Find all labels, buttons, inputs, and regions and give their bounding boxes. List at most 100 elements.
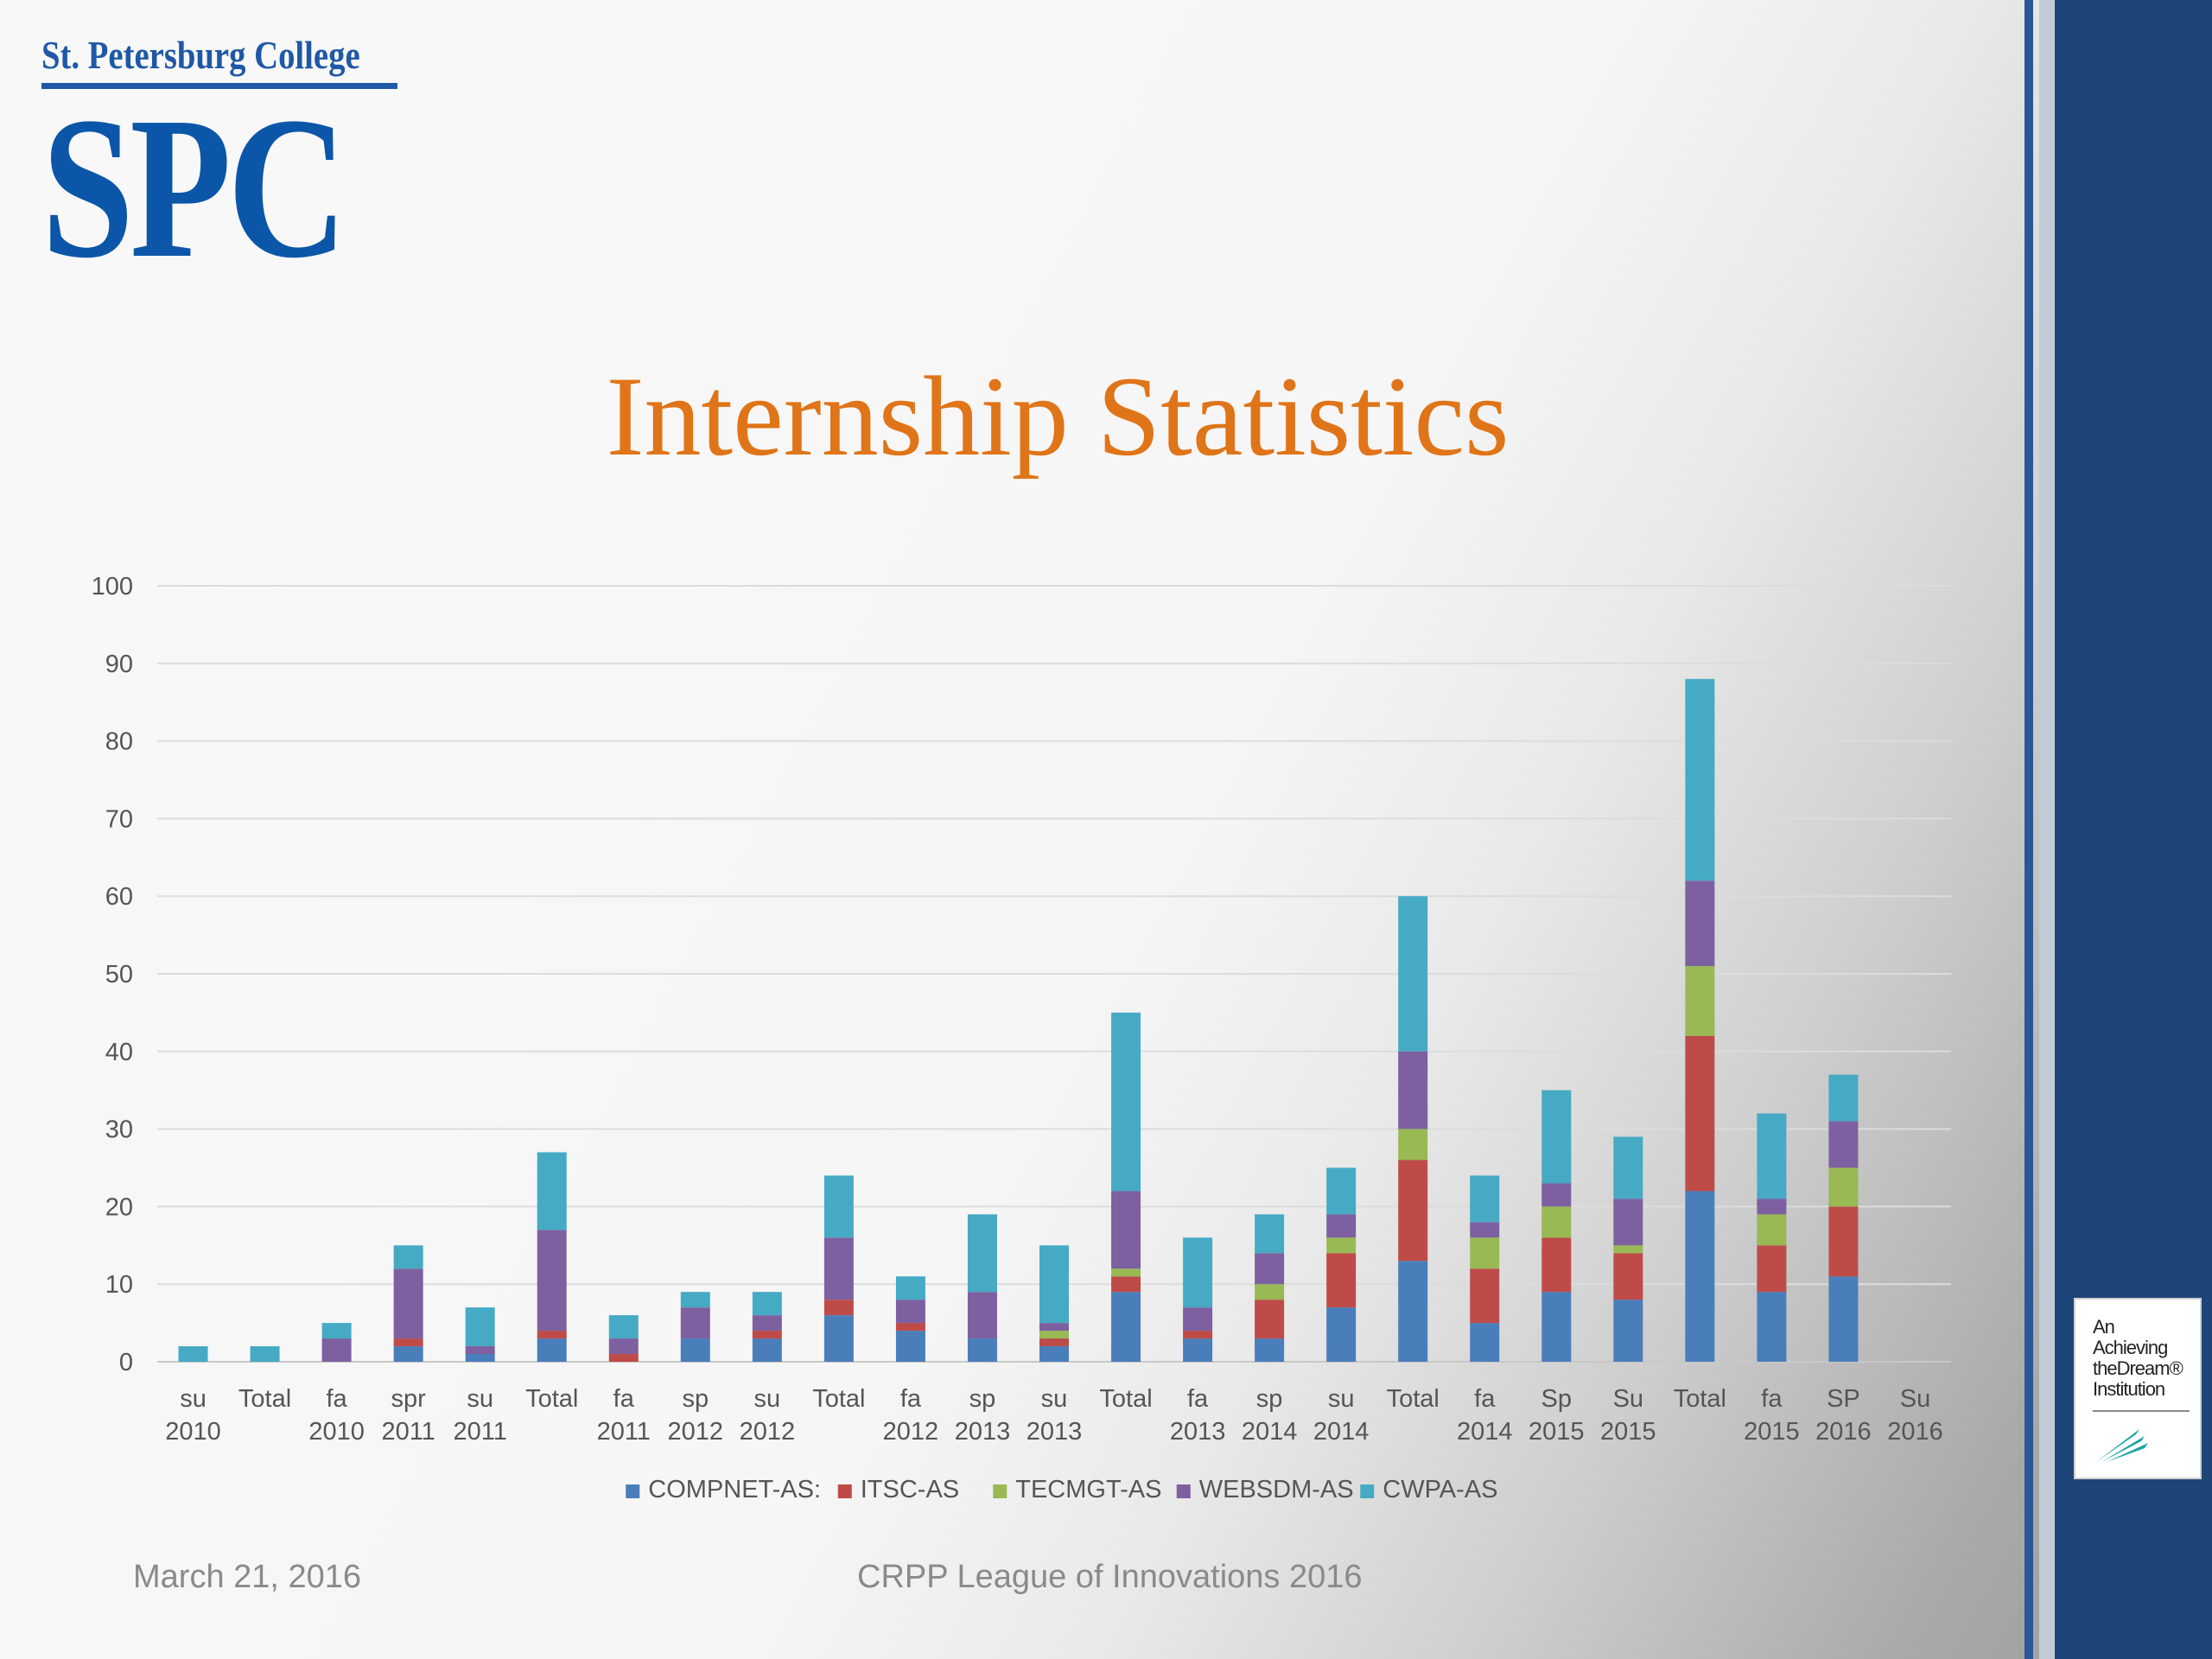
x-tick-label: 2011 — [597, 1418, 651, 1446]
bar-segment — [1541, 1206, 1572, 1238]
footer-event: CRPP League of Innovations 2016 — [857, 1559, 1363, 1595]
bar-segment — [1398, 1128, 1428, 1160]
bar-segment — [823, 1315, 854, 1362]
x-tick-label: SP — [1827, 1385, 1860, 1413]
x-tick-label: su — [180, 1385, 207, 1413]
x-tick-label: Total — [238, 1385, 291, 1413]
legend-swatch — [993, 1484, 1007, 1498]
y-tick-label: 100 — [92, 573, 133, 601]
x-tick-label: fa — [613, 1385, 635, 1413]
bar-segment — [823, 1237, 854, 1300]
bar-segment — [1470, 1175, 1500, 1223]
legend-swatch — [837, 1484, 852, 1498]
bar-segment — [1757, 1214, 1787, 1246]
bar-segment — [752, 1338, 782, 1362]
bar-segment — [1326, 1237, 1357, 1254]
x-tick-label: Total — [1674, 1385, 1726, 1413]
achieving-the-dream-badge: An Achieving theDream® Institution — [2074, 1298, 2202, 1479]
x-tick-label: 2016 — [1815, 1418, 1872, 1446]
bar-segment — [1111, 1012, 1141, 1192]
bar-segment — [1828, 1121, 1859, 1168]
bar-segment — [823, 1300, 854, 1316]
bar-segment — [321, 1323, 352, 1339]
x-tick-label: Sp — [1541, 1385, 1572, 1413]
legend-label: ITSC-AS — [861, 1476, 959, 1503]
bar-segment — [1039, 1331, 1069, 1339]
bar-segment — [1685, 678, 1715, 881]
logo-rule — [41, 83, 397, 89]
x-tick-label: 2010 — [308, 1418, 365, 1446]
y-tick-label: 60 — [105, 883, 133, 911]
right-accent-line — [2024, 0, 2033, 1659]
x-tick-label: 2012 — [883, 1418, 939, 1446]
bar-segment — [1398, 896, 1428, 1052]
bar-segment — [1398, 1261, 1428, 1362]
bar-segment — [393, 1245, 423, 1269]
bar-segment — [1326, 1307, 1357, 1362]
y-tick-label: 30 — [105, 1116, 133, 1144]
bar-segment — [680, 1292, 710, 1308]
bar-segment — [1685, 1035, 1715, 1192]
legend-label: CWPA-AS — [1382, 1476, 1497, 1503]
bar-segment — [823, 1175, 854, 1238]
bar-segment — [1326, 1167, 1357, 1215]
bar-segment — [1685, 966, 1715, 1036]
bar-segment — [1541, 1090, 1572, 1184]
x-tick-label: 2013 — [955, 1418, 1011, 1446]
bar-segment — [680, 1307, 710, 1339]
bar-segment — [1039, 1323, 1069, 1332]
bar-segment — [1398, 1160, 1428, 1262]
bar-segment — [1828, 1276, 1859, 1362]
badge-line: Institution — [2093, 1378, 2165, 1400]
x-tick-label: 2010 — [165, 1418, 221, 1446]
x-tick-label: Total — [1099, 1385, 1152, 1413]
legend-label: TECMGT-AS — [1015, 1476, 1161, 1503]
x-tick-label: Total — [525, 1385, 578, 1413]
bar-segment — [1613, 1136, 1643, 1199]
bar-segment — [465, 1307, 495, 1347]
bar-segment — [1255, 1284, 1285, 1300]
y-tick-label: 0 — [119, 1349, 133, 1376]
bar-segment — [1757, 1113, 1787, 1199]
x-tick-label: 2011 — [381, 1418, 435, 1446]
x-tick-label: su — [467, 1385, 493, 1413]
bar-segment — [967, 1338, 997, 1362]
bar-segment — [1470, 1268, 1500, 1324]
x-tick-label: su — [1041, 1385, 1068, 1413]
x-tick-label: 2012 — [740, 1418, 796, 1446]
y-tick-label: 20 — [105, 1193, 133, 1221]
x-tick-label: Su — [1613, 1385, 1643, 1413]
x-tick-label: 2013 — [1170, 1418, 1226, 1446]
bar-segment — [1613, 1198, 1643, 1246]
bar-segment — [895, 1300, 925, 1324]
bar-segment — [1613, 1245, 1643, 1254]
badge-divider — [2093, 1410, 2190, 1412]
badge-text: An Achieving theDream® Institution — [2093, 1317, 2196, 1400]
bar-segment — [1255, 1253, 1285, 1285]
bar-segment — [1757, 1292, 1787, 1362]
bar-segment — [608, 1354, 639, 1362]
bar-segment — [1828, 1206, 1859, 1277]
bar-segment — [895, 1331, 925, 1362]
bar-segment — [1255, 1338, 1285, 1362]
footer-date: March 21, 2016 — [133, 1559, 362, 1595]
bar-segment — [1828, 1167, 1859, 1207]
legend-label: COMPNET-AS: — [648, 1476, 821, 1503]
bar-segment — [1039, 1338, 1069, 1347]
bar-segment — [1183, 1237, 1213, 1308]
bar-segment — [752, 1292, 782, 1316]
x-tick-label: sp — [969, 1385, 996, 1413]
y-tick-label: 40 — [105, 1039, 133, 1066]
bar-segment — [1541, 1183, 1572, 1207]
bar-segment — [1685, 880, 1715, 967]
bar-segment — [1183, 1307, 1213, 1332]
bar-segment — [1111, 1292, 1141, 1362]
bar-segment — [967, 1292, 997, 1339]
x-tick-label: 2015 — [1744, 1418, 1800, 1446]
y-tick-label: 10 — [105, 1271, 133, 1299]
bar-segment — [321, 1338, 352, 1362]
bar-segment — [465, 1354, 495, 1362]
x-tick-label: 2014 — [1457, 1418, 1513, 1446]
badge-line: Achieving — [2093, 1337, 2168, 1358]
